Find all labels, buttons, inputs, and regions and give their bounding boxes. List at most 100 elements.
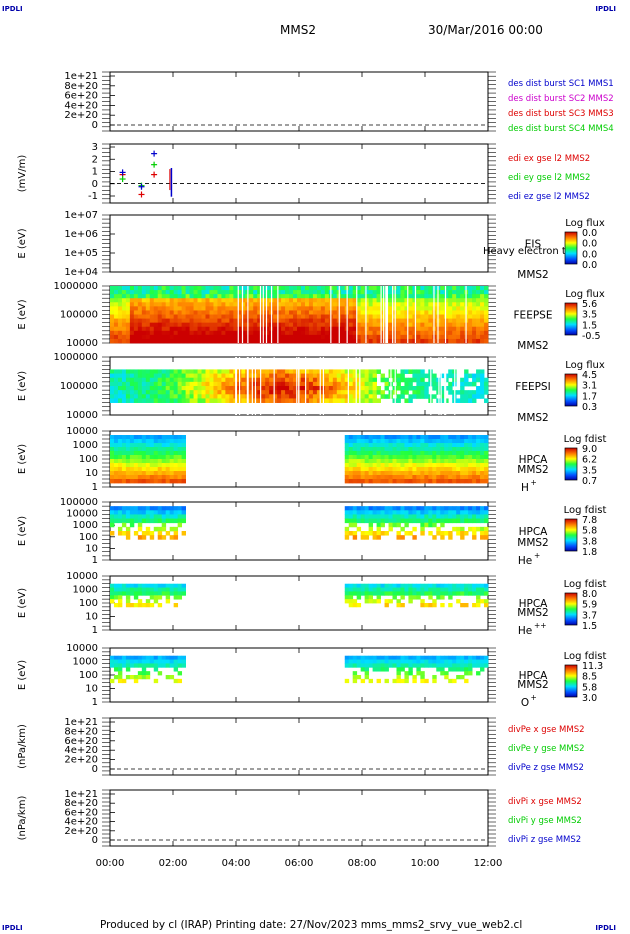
spectrogram-cell [257, 326, 262, 332]
spectrogram-cell [185, 318, 190, 324]
spectrogram-cell [428, 443, 433, 448]
spectrogram-cell [372, 663, 377, 668]
spectrogram-cell [110, 663, 115, 668]
spectrogram-cell [133, 471, 139, 476]
spectrogram-cell [161, 510, 167, 515]
spectrogram-cell [364, 518, 370, 524]
spectrogram-cell [217, 302, 222, 307]
spectrogram-cell [209, 290, 214, 295]
spectrogram-cell [456, 655, 461, 660]
spectrogram-cell [432, 506, 437, 511]
spectrogram-cell [281, 306, 286, 311]
spectrogram-cell [484, 526, 489, 532]
spectrogram-cell [412, 373, 417, 379]
spectrogram-cell [265, 290, 270, 295]
spectrogram-cell [141, 290, 147, 295]
spectrogram-cell [209, 294, 214, 299]
spectrogram-cell [444, 398, 449, 403]
spectrogram-cell [261, 377, 266, 383]
spectrogram-cell [129, 663, 135, 668]
spectrogram-cell [432, 655, 437, 660]
legend-entry: edi ex gse l2 MMS2 [508, 154, 590, 164]
spectrogram-cell [392, 678, 397, 684]
spectrogram-cell [145, 506, 151, 511]
spectrogram-cell [145, 318, 151, 324]
spectrogram-cell [293, 326, 298, 332]
spectrogram-cell [173, 373, 179, 379]
spectrogram-cell [416, 595, 421, 600]
spectrogram-cell [201, 390, 206, 395]
spectrogram-cell [396, 394, 401, 399]
spectrogram-cell [308, 377, 314, 383]
spectrogram-cell [380, 463, 385, 468]
spectrogram-cell [328, 394, 334, 399]
spectrogram-cell [141, 435, 147, 440]
legend-entry: edi ez gse l2 MMS2 [508, 192, 590, 202]
spectrogram-cell [476, 330, 481, 336]
spectrogram-cell [416, 314, 421, 319]
spectrogram-cell [344, 386, 350, 391]
spectrogram-cell [468, 671, 473, 676]
spectrogram-cell [133, 518, 139, 524]
spectrogram-cell [456, 330, 461, 336]
spectrogram-cell [233, 302, 238, 307]
spectrogram-cell [352, 583, 358, 588]
spectrogram-cell [153, 526, 159, 532]
spectrogram-cell [376, 595, 381, 600]
spectrogram-cell [412, 290, 417, 295]
spectrogram-cell [161, 338, 167, 344]
spectrogram-cell [201, 369, 206, 374]
spectrogram-cell [117, 583, 123, 588]
spectrogram-cell [300, 338, 306, 344]
spectrogram-cell [348, 381, 354, 387]
spectrogram-cell [117, 675, 123, 680]
data-gap [277, 286, 279, 343]
spectrogram-cell [304, 286, 310, 291]
spectrogram-cell [456, 463, 461, 468]
spectrogram-cell [225, 298, 230, 303]
data-gap [305, 357, 307, 415]
spectrogram-cell [464, 591, 469, 596]
spectrogram-cell [265, 326, 270, 332]
spectrogram-cell [460, 314, 465, 319]
spectrogram-cell [436, 479, 441, 484]
spectrogram-cell [448, 667, 453, 672]
x-tick-label: 08:00 [348, 858, 377, 869]
spectrogram-cell [169, 447, 175, 452]
spectrogram-cell [484, 479, 489, 484]
spectrogram-cell [153, 373, 159, 379]
spectrogram-cell [456, 294, 461, 299]
spectrogram-cell [464, 455, 469, 460]
spectrogram-cell [440, 587, 445, 592]
spectrogram-cell [149, 435, 155, 440]
spectrogram-cell [388, 447, 393, 452]
spectrogram-cell [404, 443, 409, 448]
spectrogram-cell [121, 290, 127, 295]
spectrogram-cell [424, 286, 429, 291]
spectrogram-cell [189, 326, 194, 332]
spectrogram-cell [364, 583, 370, 588]
spectrogram-cell [137, 310, 143, 315]
spectrogram-cell [380, 479, 385, 484]
spectrogram-cell [476, 451, 481, 456]
spectrogram-cell [149, 518, 155, 524]
spectrogram-cell [185, 290, 190, 295]
spectrogram-cell [241, 338, 246, 344]
spectrogram-cell [368, 587, 374, 592]
spectrogram-cell [205, 318, 210, 324]
spectrogram-cell [480, 447, 485, 452]
spectrogram-cell [360, 398, 366, 403]
spectrogram-cell [380, 518, 385, 524]
spectrogram-cell [269, 390, 274, 395]
spectrogram-cell [368, 330, 374, 336]
colorbar-title: Log fdist [564, 434, 607, 445]
spectrogram-cell [360, 535, 366, 540]
spectrogram-cell [432, 435, 437, 440]
spectrogram-cell [408, 510, 413, 515]
spectrogram-cell [324, 330, 330, 336]
spectrogram-cell [448, 531, 453, 536]
spectrogram-cell [157, 591, 163, 596]
spectrogram-cell [440, 318, 445, 324]
spectrogram-cell [448, 439, 453, 444]
colorbar [564, 302, 578, 336]
